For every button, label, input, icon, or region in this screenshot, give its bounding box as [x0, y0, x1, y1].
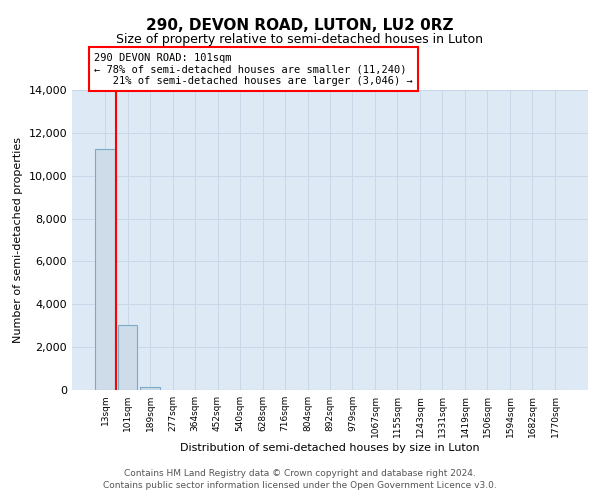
Text: Contains public sector information licensed under the Open Government Licence v3: Contains public sector information licen… — [103, 481, 497, 490]
X-axis label: Distribution of semi-detached houses by size in Luton: Distribution of semi-detached houses by … — [180, 442, 480, 452]
Bar — [118, 324, 137, 390]
Text: Size of property relative to semi-detached houses in Luton: Size of property relative to semi-detach… — [116, 32, 484, 46]
Bar — [95, 149, 115, 390]
Text: 290 DEVON ROAD: 101sqm
← 78% of semi-detached houses are smaller (11,240)
   21%: 290 DEVON ROAD: 101sqm ← 78% of semi-det… — [94, 52, 413, 86]
Y-axis label: Number of semi-detached properties: Number of semi-detached properties — [13, 137, 23, 343]
Text: 290, DEVON ROAD, LUTON, LU2 0RZ: 290, DEVON ROAD, LUTON, LU2 0RZ — [146, 18, 454, 32]
Bar — [140, 387, 160, 390]
Text: Contains HM Land Registry data © Crown copyright and database right 2024.: Contains HM Land Registry data © Crown c… — [124, 468, 476, 477]
